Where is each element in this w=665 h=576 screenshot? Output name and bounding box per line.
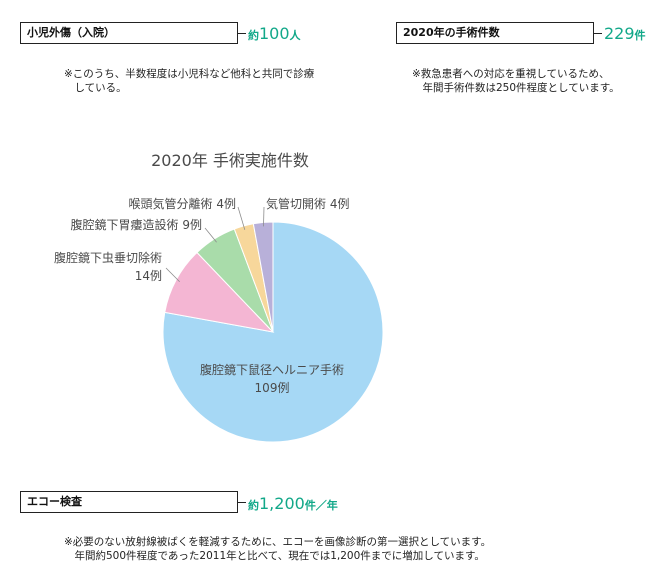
pediatric-stat-label: 小児外傷（入院） <box>20 22 238 44</box>
pie-label-4: 喉頭気管分離術 4例 <box>129 196 236 211</box>
pediatric-note: ※このうち、半数程度は小児科など他科と共同で診療 している。 <box>64 68 315 94</box>
pie-slice-5 <box>252 221 274 333</box>
pie-leader-lines <box>165 206 265 283</box>
pie-label-2: 腹腔鏡下虫垂切除術 14例 <box>54 250 162 283</box>
pie-leader-2 <box>165 267 180 283</box>
pediatric-stat-value: 約100人 <box>248 24 301 43</box>
pie-slices <box>162 221 384 443</box>
echo-stat-value: 約1,200件／年 <box>248 494 338 513</box>
pediatric-value-number: 100 <box>259 24 290 43</box>
echo-stat-label: エコー検査 <box>20 491 238 513</box>
surgery-stat-label: 2020年の手術件数 <box>396 22 594 44</box>
surgery-value-unit: 件 <box>634 29 646 42</box>
echo-value-prefix: 約 <box>248 499 259 512</box>
pie-label-5: 気管切開術 4例 <box>266 196 349 211</box>
echo-value-number: 1,200 <box>259 494 305 513</box>
echo-note: ※必要のない放射線被ばくを軽減するために、エコーを画像診断の第一選択としています… <box>64 536 492 562</box>
pie-label-3: 腹腔鏡下胃瘻造設術 9例 <box>71 217 202 232</box>
pie-label-1: 腹腔鏡下鼠径ヘルニア手術 109例 <box>200 362 344 395</box>
pie-leader-3 <box>204 227 217 243</box>
pediatric-connector <box>238 33 246 34</box>
chart-title: 2020年 手術実施件数 <box>151 151 309 170</box>
pediatric-value-unit: 人 <box>289 29 301 42</box>
surgery-value-number: 229 <box>604 24 635 43</box>
pie-leader-4 <box>237 206 246 230</box>
pie-labels: 腹腔鏡下鼠径ヘルニア手術 109例 腹腔鏡下虫垂切除術 14例 腹腔鏡下胃瘻造設術 9例… <box>54 196 349 395</box>
surgery-pie-chart: 2020年 手術実施件数 腹腔鏡下鼠径ヘルニア手術 109例 腹腔鏡下虫垂切除術 14… <box>54 151 384 443</box>
echo-connector <box>238 502 246 503</box>
pediatric-value-prefix: 約 <box>248 29 259 42</box>
pie-leader-5 <box>263 206 265 227</box>
echo-value-unit: 件／年 <box>304 499 338 512</box>
surgery-stat-value: 229件 <box>604 24 646 43</box>
surgery-note: ※救急患者への対応を重視しているため、 年間手術件数は250件程度としています。 <box>412 68 620 94</box>
surgery-connector <box>594 33 602 34</box>
